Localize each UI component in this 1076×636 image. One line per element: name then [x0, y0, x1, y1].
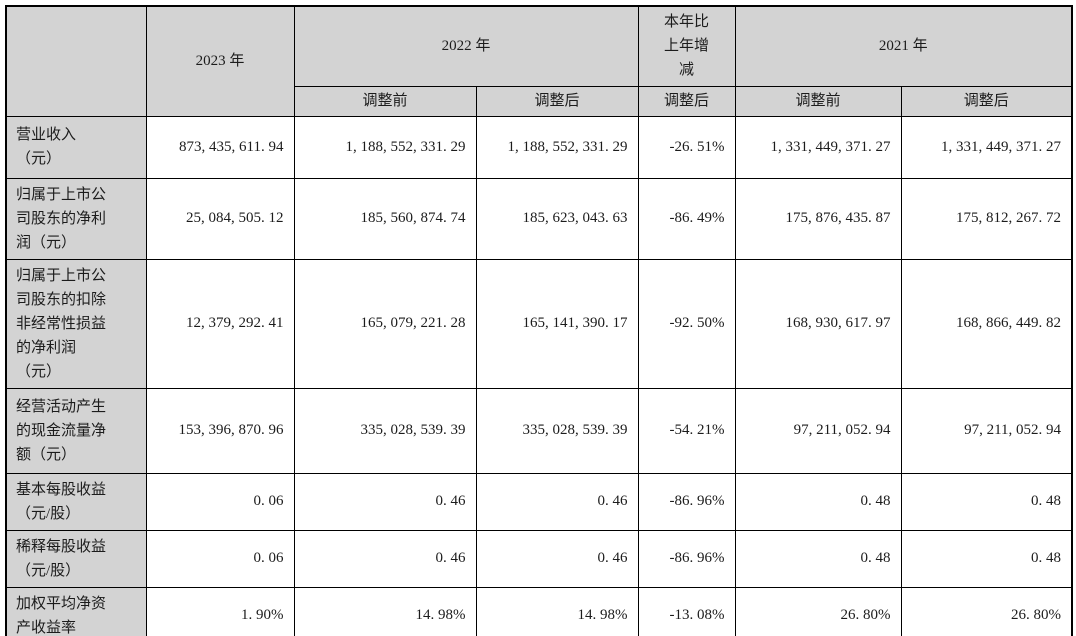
row-label: 基本每股收益 （元/股） [5, 472, 147, 531]
cell-change: -13. 08% [637, 586, 736, 636]
cell-change: -26. 51% [637, 115, 736, 179]
header-year-2022: 2022 年 [293, 5, 639, 87]
header-year-2023: 2023 年 [145, 5, 295, 117]
cell-2023: 0. 06 [145, 472, 295, 531]
cell-2022-after: 165, 141, 390. 17 [475, 258, 639, 389]
row-label: 经营活动产生 的现金流量净 额（元） [5, 387, 147, 474]
subheader-2021-before: 调整前 [734, 85, 902, 117]
cell-change: -86. 49% [637, 177, 736, 260]
cell-2022-after: 1, 188, 552, 331. 29 [475, 115, 639, 179]
cell-2023: 12, 379, 292. 41 [145, 258, 295, 389]
cell-2021-after: 168, 866, 449. 82 [900, 258, 1073, 389]
cell-2022-before: 335, 028, 539. 39 [293, 387, 477, 474]
table-row-net-profit: 归属于上市公 司股东的净利 润（元） 25, 084, 505. 12 185,… [5, 177, 1073, 260]
header-change-yoy: 本年比 上年增 减 [637, 5, 736, 87]
cell-change: -54. 21% [637, 387, 736, 474]
table-row-diluted-eps: 稀释每股收益 （元/股） 0. 06 0. 46 0. 46 -86. 96% … [5, 529, 1073, 588]
cell-2022-before: 0. 46 [293, 472, 477, 531]
cell-2021-after: 1, 331, 449, 371. 27 [900, 115, 1073, 179]
header-row-years: 2023 年 2022 年 本年比 上年增 减 2021 年 [5, 5, 1073, 117]
cell-2021-before: 97, 211, 052. 94 [734, 387, 902, 474]
table-row-operating-cash-flow: 经营活动产生 的现金流量净 额（元） 153, 396, 870. 96 335… [5, 387, 1073, 474]
row-label: 稀释每股收益 （元/股） [5, 529, 147, 588]
cell-2022-after: 0. 46 [475, 529, 639, 588]
row-label: 营业收入 （元） [5, 115, 147, 179]
cell-change: -86. 96% [637, 529, 736, 588]
header-year-2021: 2021 年 [734, 5, 1073, 87]
cell-2021-before: 168, 930, 617. 97 [734, 258, 902, 389]
cell-2022-after: 14. 98% [475, 586, 639, 636]
header-empty-cell [5, 5, 147, 117]
cell-change: -86. 96% [637, 472, 736, 531]
cell-2021-before: 175, 876, 435. 87 [734, 177, 902, 260]
cell-2023: 25, 084, 505. 12 [145, 177, 295, 260]
cell-2022-before: 0. 46 [293, 529, 477, 588]
table-row-weighted-roe: 加权平均净资 产收益率 1. 90% 14. 98% 14. 98% -13. … [5, 586, 1073, 636]
cell-2023: 873, 435, 611. 94 [145, 115, 295, 179]
subheader-2022-before: 调整前 [293, 85, 477, 117]
cell-2022-after: 0. 46 [475, 472, 639, 531]
cell-2021-before: 0. 48 [734, 529, 902, 588]
cell-2022-before: 14. 98% [293, 586, 477, 636]
cell-2021-before: 26. 80% [734, 586, 902, 636]
cell-2021-after: 175, 812, 267. 72 [900, 177, 1073, 260]
cell-2021-after: 0. 48 [900, 472, 1073, 531]
cell-2021-after: 97, 211, 052. 94 [900, 387, 1073, 474]
cell-2022-before: 1, 188, 552, 331. 29 [293, 115, 477, 179]
cell-2021-before: 0. 48 [734, 472, 902, 531]
financial-summary-table: 2023 年 2022 年 本年比 上年增 减 2021 年 调整前 调整后 调… [5, 5, 1074, 636]
cell-2022-before: 165, 079, 221. 28 [293, 258, 477, 389]
cell-2021-before: 1, 331, 449, 371. 27 [734, 115, 902, 179]
row-label: 归属于上市公 司股东的扣除 非经常性损益 的净利润 （元） [5, 258, 147, 389]
table-row-basic-eps: 基本每股收益 （元/股） 0. 06 0. 46 0. 46 -86. 96% … [5, 472, 1073, 531]
cell-2023: 153, 396, 870. 96 [145, 387, 295, 474]
cell-2023: 1. 90% [145, 586, 295, 636]
row-label: 加权平均净资 产收益率 [5, 586, 147, 636]
cell-2021-after: 26. 80% [900, 586, 1073, 636]
subheader-change-after: 调整后 [637, 85, 736, 117]
cell-2023: 0. 06 [145, 529, 295, 588]
cell-2022-after: 335, 028, 539. 39 [475, 387, 639, 474]
cell-2022-after: 185, 623, 043. 63 [475, 177, 639, 260]
cell-2021-after: 0. 48 [900, 529, 1073, 588]
table-row-revenue: 营业收入 （元） 873, 435, 611. 94 1, 188, 552, … [5, 115, 1073, 179]
cell-2022-before: 185, 560, 874. 74 [293, 177, 477, 260]
row-label: 归属于上市公 司股东的净利 润（元） [5, 177, 147, 260]
cell-change: -92. 50% [637, 258, 736, 389]
subheader-2021-after: 调整后 [900, 85, 1073, 117]
table-row-net-profit-deducted: 归属于上市公 司股东的扣除 非经常性损益 的净利润 （元） 12, 379, 2… [5, 258, 1073, 389]
subheader-2022-after: 调整后 [475, 85, 639, 117]
header-row-adjust: 调整前 调整后 调整后 调整前 调整后 [6, 85, 1073, 117]
